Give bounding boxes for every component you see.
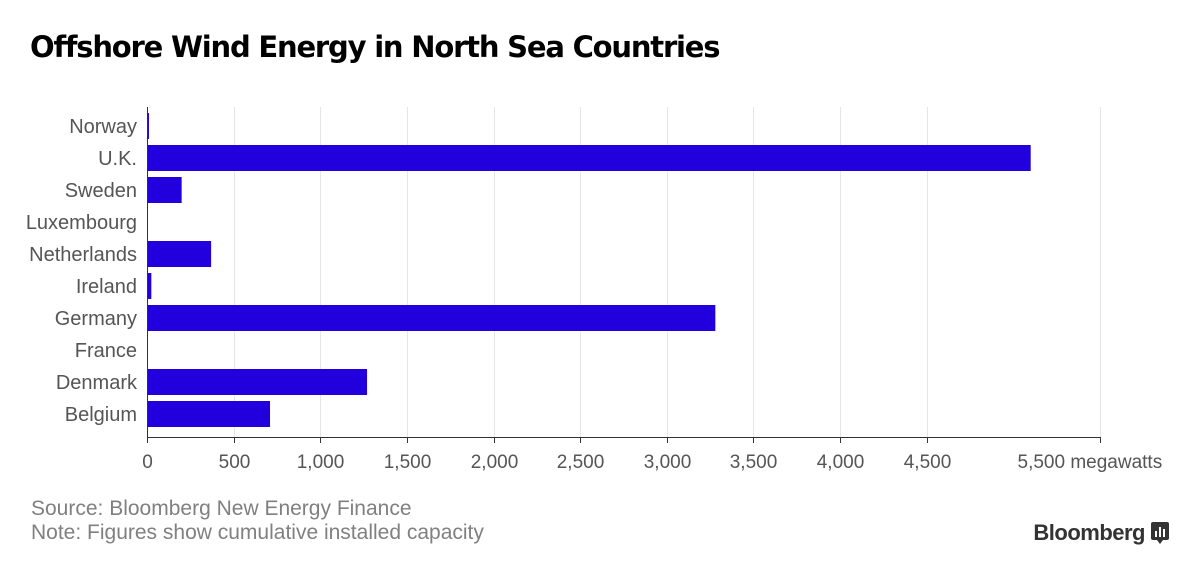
category-label: Germany [55, 308, 137, 330]
x-tick-label: 4,000 [817, 452, 865, 473]
x-tick-label: 2,500 [557, 452, 605, 473]
category-label: Luxembourg [26, 212, 137, 234]
category-labels: Norway U.K. Sweden Luxembourg Netherlands Ire… [26, 116, 138, 426]
x-tick-label: 5,500 megawatts [1018, 452, 1163, 473]
x-tick-label: 0 [142, 452, 153, 473]
bar [148, 113, 149, 139]
category-label: U.K. [98, 148, 137, 170]
bar [148, 273, 152, 299]
x-tick-label: 4,500 [904, 452, 952, 473]
bar [148, 145, 1031, 171]
brand-logo: Bloomberg [1033, 520, 1169, 546]
category-label: Norway [69, 116, 137, 138]
bar [148, 369, 368, 395]
category-label: Ireland [76, 276, 137, 298]
bars [148, 113, 1031, 427]
source-note: Source: Bloomberg New Energy Finance [31, 497, 412, 520]
bar [148, 401, 271, 427]
x-tick-label: 500 [219, 452, 251, 473]
category-label: Belgium [65, 404, 137, 426]
category-label: Denmark [56, 372, 138, 394]
bloomberg-chart-icon [1151, 522, 1169, 544]
x-tick-label: 1,000 [297, 452, 345, 473]
x-tick-label: 2,000 [471, 452, 519, 473]
footnote: Note: Figures show cumulative installed … [31, 521, 484, 544]
category-label: Sweden [65, 180, 137, 202]
x-tick-label: 3,500 [730, 452, 778, 473]
bar [148, 241, 212, 267]
chart-title: Offshore Wind Energy in North Sea Countr… [30, 30, 721, 64]
bar-chart: Norway U.K. Sweden Luxembourg Netherlands Ire… [26, 107, 1162, 473]
bar [148, 177, 182, 203]
brand-name: Bloomberg [1033, 520, 1145, 545]
x-axis: 0 500 1,000 1,500 2,000 2,500 3,000 3,500 4,000 4… [142, 107, 1162, 473]
bar [148, 305, 716, 331]
category-label: France [75, 340, 137, 362]
category-label: Netherlands [29, 244, 137, 266]
x-tick-label: 3,000 [644, 452, 692, 473]
x-tick-label: 1,500 [384, 452, 432, 473]
